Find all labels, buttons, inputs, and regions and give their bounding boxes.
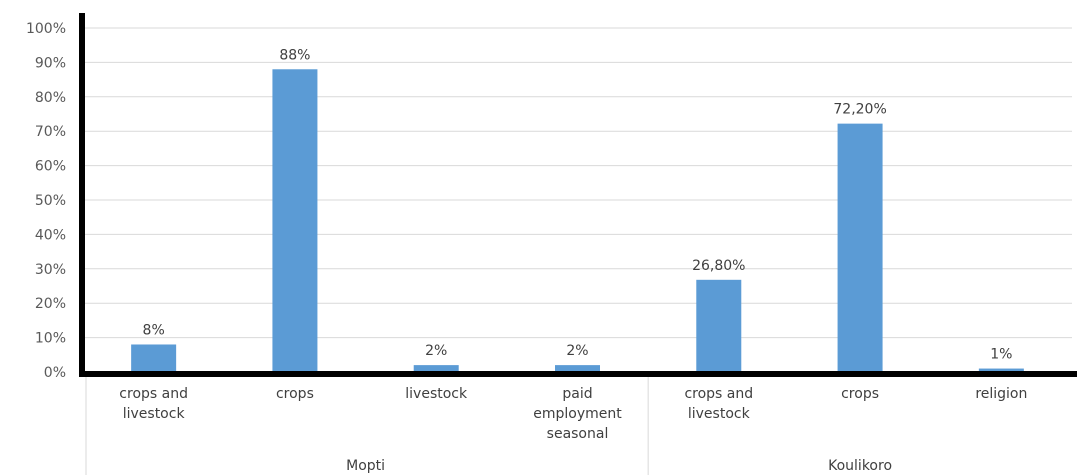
group-label: Koulikoro [828,458,892,474]
y-tick-label: 100% [26,21,66,37]
data-label: 88% [279,47,310,63]
category-label: livestock [123,406,186,422]
y-tick-label: 0% [44,365,66,381]
data-labels: 8% 88% 2% 2% 26,80% 72,20% 1% [143,47,1013,362]
category-label: seasonal [547,426,609,442]
data-label: 1% [990,347,1012,363]
bar [837,123,883,372]
category-label: paid [562,386,592,402]
bar [696,279,742,372]
bars [131,69,1024,372]
x-axis-labels: crops and livestock crops livestock paid empl… [119,386,1027,474]
y-tick-label: 10% [35,331,66,347]
category-label: crops [276,386,314,402]
category-label: livestock [688,406,751,422]
data-label: 2% [566,343,588,359]
y-tick-label: 80% [35,90,66,106]
group-label: Mopti [346,458,385,474]
category-label: crops and [684,386,753,402]
data-label: 26,80% [692,258,745,274]
group-separators [85,372,649,475]
bar [413,365,459,372]
category-label: religion [975,386,1027,402]
y-tick-label: 50% [35,193,66,209]
y-tick-label: 20% [35,296,66,312]
bar [272,69,318,372]
bar [555,365,600,372]
bar [978,368,1024,372]
y-tick-label: 40% [35,227,66,243]
gridlines [83,27,1072,339]
y-tick-label: 70% [35,124,66,140]
category-label: livestock [405,386,468,402]
y-tick-label: 90% [35,55,66,71]
category-label: employment [533,406,622,422]
bar [131,344,177,372]
category-label: crops [841,386,879,402]
category-label: crops and [119,386,188,402]
y-axis-ticks: 0% 10% 20% 30% 40% 50% 60% 70% 80% 90% 100% [26,21,66,381]
data-label: 8% [143,322,165,338]
y-tick-label: 60% [35,159,66,175]
data-label: 72,20% [833,102,886,118]
y-tick-label: 30% [35,262,66,278]
data-label: 2% [425,343,447,359]
